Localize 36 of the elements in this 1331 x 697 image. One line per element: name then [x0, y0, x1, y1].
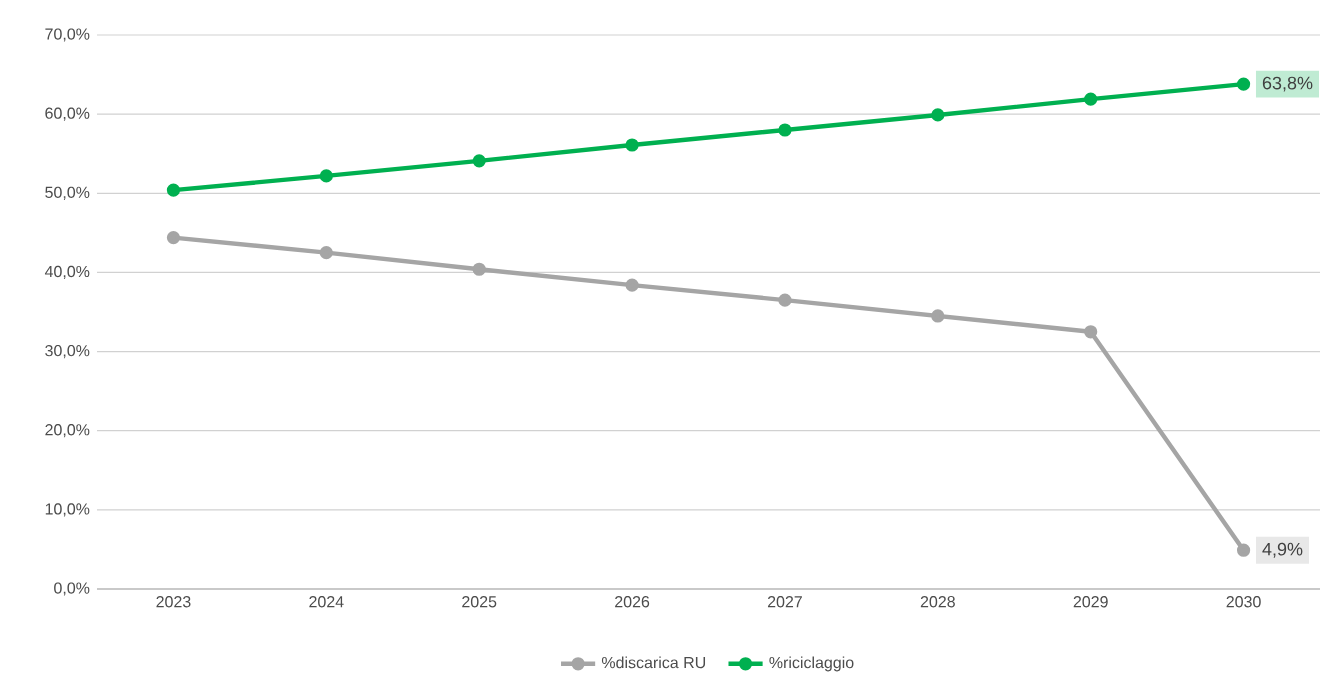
y-tick-label: 10,0% — [45, 503, 90, 517]
point — [1084, 92, 1098, 106]
y-tick-label: 60,0% — [45, 107, 90, 121]
y-tick-label: 70,0% — [45, 28, 90, 42]
point — [319, 246, 333, 260]
point — [778, 293, 792, 307]
x-tick-label: 2027 — [767, 596, 802, 608]
x-tick-label: 2030 — [1226, 596, 1261, 608]
y-tick-label: 50,0% — [45, 186, 90, 200]
data-label: 4,9% — [1262, 542, 1303, 558]
point — [931, 108, 945, 122]
point — [319, 169, 333, 183]
y-tick-label: 20,0% — [45, 424, 90, 438]
point — [1084, 325, 1098, 339]
point — [166, 231, 181, 245]
y-tick-label: 40,0% — [44, 265, 90, 280]
point — [778, 123, 792, 137]
y-tick-label: 30,0% — [45, 344, 90, 359]
point — [1236, 77, 1251, 91]
x-tick-label: 2025 — [462, 596, 497, 608]
y-tick-label: 0,0% — [54, 582, 90, 596]
point — [472, 154, 486, 168]
x-tick-label: 2026 — [615, 596, 650, 608]
x-tick-label: 2029 — [1073, 596, 1108, 608]
point — [1236, 543, 1251, 557]
point — [472, 262, 486, 276]
point — [166, 183, 181, 197]
data-label: 63,8% — [1262, 76, 1313, 92]
legend-label: %riciclaggio — [769, 656, 854, 672]
x-tick-label: 2024 — [309, 596, 344, 608]
legend-label: %discarica RU — [601, 656, 706, 669]
point — [625, 278, 639, 292]
point — [931, 309, 945, 323]
x-tick-label: 2028 — [920, 596, 955, 608]
point — [625, 138, 639, 152]
x-tick-label: 2023 — [156, 596, 191, 608]
